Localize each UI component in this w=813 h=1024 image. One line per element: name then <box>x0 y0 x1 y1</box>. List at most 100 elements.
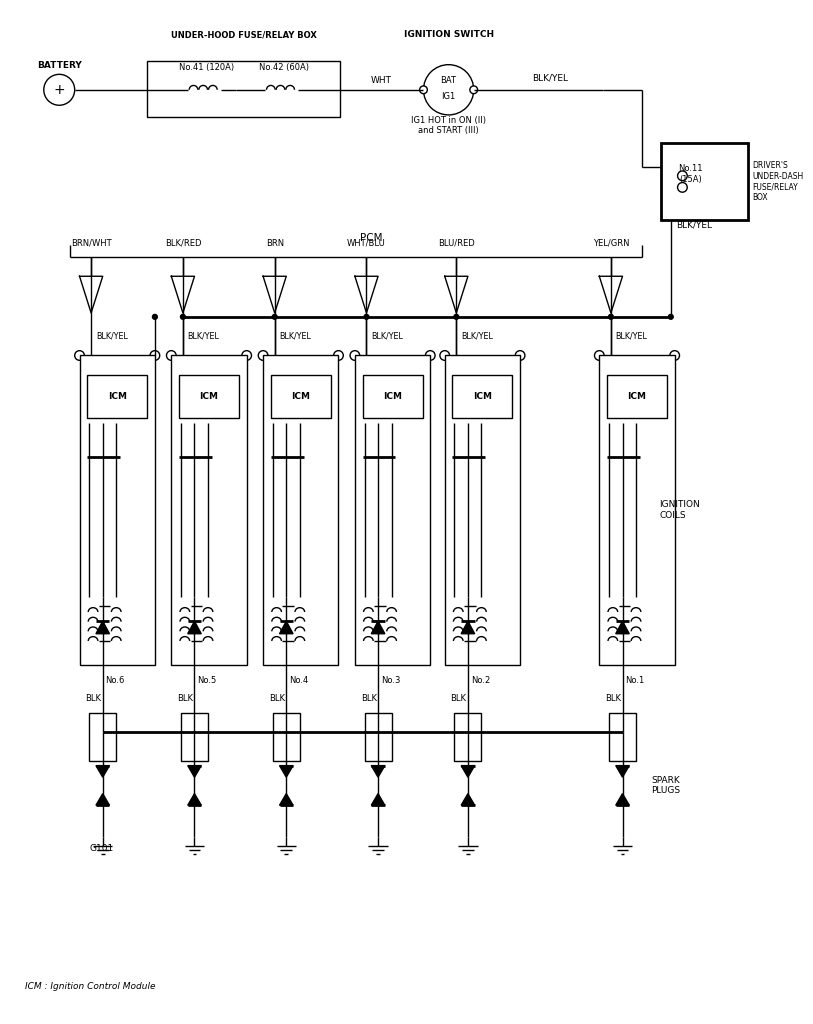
Text: No.1: No.1 <box>625 676 645 685</box>
Bar <box>271 375 331 418</box>
Bar <box>445 355 520 665</box>
Circle shape <box>420 86 428 93</box>
Text: IG1: IG1 <box>441 92 456 101</box>
Text: BLK: BLK <box>605 694 621 702</box>
Circle shape <box>425 350 435 360</box>
Bar <box>181 713 208 761</box>
Polygon shape <box>615 794 629 805</box>
Text: ICM: ICM <box>473 392 492 401</box>
Polygon shape <box>615 622 629 634</box>
Bar <box>80 355 155 665</box>
Text: ICM: ICM <box>291 392 311 401</box>
Polygon shape <box>461 794 475 805</box>
Polygon shape <box>188 766 202 777</box>
Text: SPARK
PLUGS: SPARK PLUGS <box>651 776 680 795</box>
Text: UNDER-HOOD FUSE/RELAY BOX: UNDER-HOOD FUSE/RELAY BOX <box>171 31 317 39</box>
Bar <box>272 713 300 761</box>
Circle shape <box>620 730 625 734</box>
Text: No.4: No.4 <box>289 676 308 685</box>
Text: IG1 HOT in ON (II)
and START (III): IG1 HOT in ON (II) and START (III) <box>411 116 486 135</box>
Circle shape <box>424 65 474 115</box>
Text: WHT/BLU: WHT/BLU <box>347 239 386 248</box>
Bar <box>263 355 338 665</box>
Bar <box>363 375 423 418</box>
Polygon shape <box>461 766 475 777</box>
Circle shape <box>100 730 105 734</box>
Text: BLK: BLK <box>361 694 376 702</box>
Text: YEL/GRN: YEL/GRN <box>593 239 629 248</box>
Bar <box>172 355 246 665</box>
Circle shape <box>677 171 687 180</box>
Text: PCM: PCM <box>360 232 383 243</box>
Circle shape <box>180 314 185 319</box>
Polygon shape <box>96 622 110 634</box>
Circle shape <box>668 314 673 319</box>
Bar <box>364 713 392 761</box>
Polygon shape <box>615 766 629 777</box>
Circle shape <box>167 350 176 360</box>
Circle shape <box>350 350 359 360</box>
Text: BRN/WHT: BRN/WHT <box>71 239 111 248</box>
Polygon shape <box>96 794 110 805</box>
Text: BLK/YEL: BLK/YEL <box>461 332 493 341</box>
Polygon shape <box>188 622 202 634</box>
Circle shape <box>608 314 613 319</box>
Text: IGNITION SWITCH: IGNITION SWITCH <box>403 31 493 39</box>
Text: G101: G101 <box>89 844 114 853</box>
Circle shape <box>677 182 687 193</box>
Circle shape <box>333 350 343 360</box>
Circle shape <box>150 350 159 360</box>
Text: ICM : Ignition Control Module: ICM : Ignition Control Module <box>25 982 156 991</box>
Text: BLK/RED: BLK/RED <box>165 239 201 248</box>
Circle shape <box>284 730 289 734</box>
Text: BATTERY: BATTERY <box>37 61 81 70</box>
Polygon shape <box>372 766 385 777</box>
Circle shape <box>670 350 680 360</box>
Text: BLK/YEL: BLK/YEL <box>676 220 711 229</box>
Text: BLK: BLK <box>450 694 467 702</box>
Circle shape <box>75 350 85 360</box>
Polygon shape <box>280 766 293 777</box>
Text: No.41 (120A): No.41 (120A) <box>180 63 235 72</box>
Text: No.11
(15A): No.11 (15A) <box>678 164 702 183</box>
Circle shape <box>364 314 369 319</box>
Text: ICM: ICM <box>107 392 127 401</box>
Polygon shape <box>280 794 293 805</box>
Text: IGNITION
COILS: IGNITION COILS <box>659 501 700 520</box>
Circle shape <box>594 350 604 360</box>
Bar <box>355 355 430 665</box>
Text: +: + <box>54 83 65 97</box>
Text: No.6: No.6 <box>106 676 125 685</box>
Text: No.42 (60A): No.42 (60A) <box>259 63 310 72</box>
Text: BLK/YEL: BLK/YEL <box>532 74 568 83</box>
Text: BLK: BLK <box>177 694 193 702</box>
Circle shape <box>466 730 471 734</box>
Text: BLK/YEL: BLK/YEL <box>96 332 128 341</box>
Bar <box>599 355 675 665</box>
Text: WHT: WHT <box>371 76 392 85</box>
Bar <box>454 713 481 761</box>
Text: ICM: ICM <box>383 392 402 401</box>
Text: ICM: ICM <box>199 392 219 401</box>
Text: BLK: BLK <box>85 694 102 702</box>
Circle shape <box>440 350 450 360</box>
Bar <box>87 375 147 418</box>
Text: BLK/YEL: BLK/YEL <box>615 332 648 341</box>
Text: DRIVER'S
UNDER-DASH
FUSE/RELAY
BOX: DRIVER'S UNDER-DASH FUSE/RELAY BOX <box>752 162 803 202</box>
Circle shape <box>153 314 157 319</box>
Polygon shape <box>461 622 475 634</box>
Text: No.3: No.3 <box>381 676 400 685</box>
Circle shape <box>241 350 251 360</box>
Text: BLU/RED: BLU/RED <box>438 239 475 248</box>
Circle shape <box>272 314 277 319</box>
Bar <box>147 60 341 117</box>
Polygon shape <box>96 766 110 777</box>
Bar <box>661 143 748 220</box>
Text: BLK/YEL: BLK/YEL <box>372 332 403 341</box>
Circle shape <box>454 314 459 319</box>
Text: BAT: BAT <box>441 76 457 85</box>
Polygon shape <box>188 794 202 805</box>
Text: No.2: No.2 <box>471 676 490 685</box>
Text: BLK/YEL: BLK/YEL <box>188 332 220 341</box>
Polygon shape <box>372 794 385 805</box>
